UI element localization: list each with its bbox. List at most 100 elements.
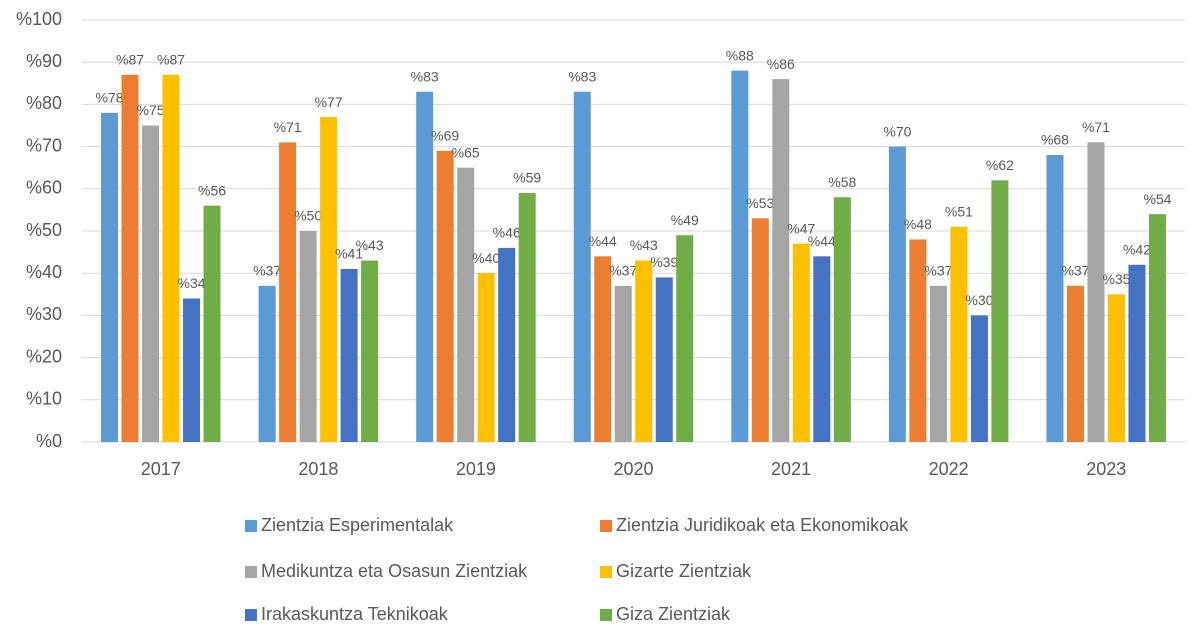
value-label: %83 <box>411 68 439 84</box>
legend-label: Giza Zientziak <box>616 604 731 624</box>
bar <box>655 277 673 442</box>
bar <box>162 74 180 443</box>
bar <box>320 117 338 442</box>
bar <box>101 112 119 442</box>
value-label: %44 <box>589 233 617 249</box>
bar <box>909 239 927 442</box>
x-tick-label: 2020 <box>613 459 653 479</box>
bar <box>183 298 201 442</box>
value-label: %49 <box>671 212 699 228</box>
value-label: %48 <box>904 216 932 232</box>
bar <box>950 226 968 442</box>
y-tick-label: %100 <box>16 9 62 29</box>
value-label: %75 <box>137 102 165 118</box>
y-tick-label: %10 <box>26 389 62 409</box>
bar <box>1087 142 1105 442</box>
value-label: %54 <box>1143 191 1171 207</box>
value-label: %65 <box>452 144 480 160</box>
bar <box>731 70 749 442</box>
legend-swatch <box>245 520 257 532</box>
value-label: %77 <box>315 94 343 110</box>
bar <box>614 285 632 442</box>
value-label: %78 <box>96 90 124 106</box>
value-label: %68 <box>1041 132 1069 148</box>
legend-swatch <box>600 566 612 578</box>
value-label: %37 <box>924 263 952 279</box>
legend-swatch <box>245 609 257 621</box>
x-tick-label: 2018 <box>298 459 338 479</box>
legend-swatch <box>600 520 612 532</box>
value-label: %30 <box>965 292 993 308</box>
legend-label: Zientzia Juridikoak eta Ekonomikoak <box>616 515 909 535</box>
legend-swatch <box>245 566 257 578</box>
y-tick-label: %50 <box>26 220 62 240</box>
value-label: %47 <box>787 220 815 236</box>
value-label: %46 <box>493 225 521 241</box>
bar <box>635 260 653 442</box>
bar <box>258 285 276 442</box>
value-label: %87 <box>116 52 144 68</box>
bar <box>340 268 358 442</box>
bar <box>436 150 454 442</box>
value-label: %69 <box>431 128 459 144</box>
value-label: %58 <box>828 174 856 190</box>
legend-label: Gizarte Zientziak <box>616 561 752 581</box>
y-tick-label: %0 <box>36 431 62 451</box>
bar <box>751 218 769 442</box>
x-tick-label: 2017 <box>141 459 181 479</box>
x-tick-label: 2023 <box>1086 459 1126 479</box>
bar <box>457 167 475 442</box>
value-label: %37 <box>1061 263 1089 279</box>
bar <box>676 235 694 442</box>
value-label: %50 <box>294 208 322 224</box>
value-label: %41 <box>335 246 363 262</box>
y-tick-label: %40 <box>26 262 62 282</box>
value-label: %70 <box>883 123 911 139</box>
value-label: %88 <box>726 47 754 63</box>
value-label: %51 <box>945 203 973 219</box>
y-tick-label: %30 <box>26 304 62 324</box>
y-tick-label: %70 <box>26 135 62 155</box>
value-label: %44 <box>808 233 836 249</box>
bar <box>203 205 221 442</box>
value-label: %71 <box>274 119 302 135</box>
value-label: %40 <box>472 250 500 266</box>
bar <box>573 91 591 443</box>
y-tick-label: %60 <box>26 178 62 198</box>
bar <box>361 260 379 442</box>
legend-label: Medikuntza eta Osasun Zientziak <box>261 561 528 581</box>
legend-swatch <box>600 609 612 621</box>
value-label: %53 <box>746 195 774 211</box>
y-tick-label: %90 <box>26 51 62 71</box>
value-label: %71 <box>1082 119 1110 135</box>
value-label: %34 <box>178 275 206 291</box>
x-tick-label: 2022 <box>929 459 969 479</box>
x-tick-label: 2019 <box>456 459 496 479</box>
bar <box>142 125 160 442</box>
value-label: %37 <box>609 263 637 279</box>
value-label: %43 <box>630 237 658 253</box>
value-label: %37 <box>253 263 281 279</box>
y-tick-label: %80 <box>26 93 62 113</box>
value-label: %83 <box>568 68 596 84</box>
bar <box>813 256 831 442</box>
bar <box>416 91 434 443</box>
bar <box>1107 294 1125 442</box>
legend-label: Zientzia Esperimentalak <box>261 515 454 535</box>
bar <box>833 197 851 442</box>
bar <box>792 243 810 442</box>
value-label: %59 <box>513 170 541 186</box>
value-label: %86 <box>767 56 795 72</box>
bar <box>970 315 988 442</box>
value-label: %42 <box>1123 241 1151 257</box>
value-label: %35 <box>1102 271 1130 287</box>
bar <box>1066 285 1084 442</box>
value-label: %43 <box>356 237 384 253</box>
bar <box>518 193 536 442</box>
legend-label: Irakaskuntza Teknikoak <box>261 604 449 624</box>
bar <box>888 146 906 442</box>
bar <box>1046 155 1064 443</box>
bar <box>1148 214 1166 442</box>
x-tick-label: 2021 <box>771 459 811 479</box>
